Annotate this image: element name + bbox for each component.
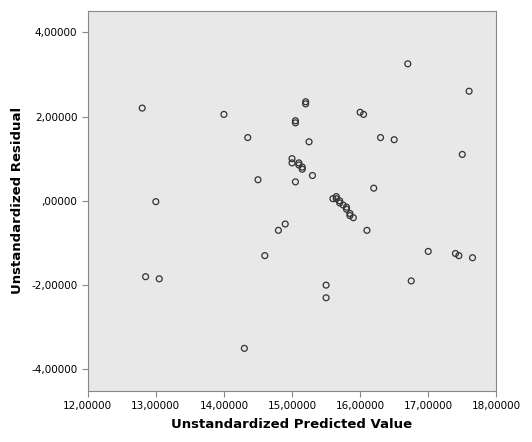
Point: [254, 176, 262, 183]
Point: [298, 166, 306, 173]
Point: [220, 111, 228, 118]
Point: [329, 195, 337, 202]
Point: [322, 282, 330, 289]
Point: [370, 185, 378, 192]
Point: [339, 202, 347, 209]
Point: [455, 252, 463, 259]
Point: [336, 197, 344, 204]
Point: [288, 160, 296, 167]
Point: [336, 199, 344, 206]
Point: [359, 111, 368, 118]
Point: [295, 161, 303, 168]
Point: [295, 160, 303, 167]
Point: [342, 204, 351, 211]
Point: [244, 134, 252, 141]
Point: [142, 273, 150, 280]
Point: [332, 195, 340, 202]
Point: [468, 254, 477, 261]
Point: [288, 155, 296, 162]
Point: [305, 138, 313, 145]
Point: [302, 100, 310, 107]
Point: [302, 98, 310, 105]
Point: [424, 248, 433, 255]
Point: [363, 227, 371, 234]
Point: [308, 172, 317, 179]
Point: [451, 250, 460, 257]
Point: [322, 294, 330, 301]
Point: [356, 109, 364, 116]
Point: [458, 151, 467, 158]
Point: [465, 88, 473, 95]
Point: [291, 119, 300, 126]
Point: [240, 345, 248, 352]
Point: [155, 275, 163, 282]
Y-axis label: Unstandardized Residual: Unstandardized Residual: [11, 107, 24, 294]
Point: [152, 198, 160, 205]
Point: [291, 178, 300, 185]
Point: [261, 252, 269, 259]
Point: [390, 136, 398, 143]
Point: [346, 210, 354, 217]
Point: [349, 214, 358, 221]
Point: [298, 164, 306, 171]
X-axis label: Unstandardized Predicted Value: Unstandardized Predicted Value: [171, 418, 413, 431]
Point: [342, 206, 351, 213]
Point: [404, 60, 412, 67]
Point: [407, 278, 415, 285]
Point: [281, 221, 289, 228]
Point: [274, 227, 282, 234]
Point: [138, 105, 146, 112]
Point: [376, 134, 385, 141]
Point: [346, 212, 354, 219]
Point: [291, 117, 300, 124]
Point: [332, 193, 340, 200]
